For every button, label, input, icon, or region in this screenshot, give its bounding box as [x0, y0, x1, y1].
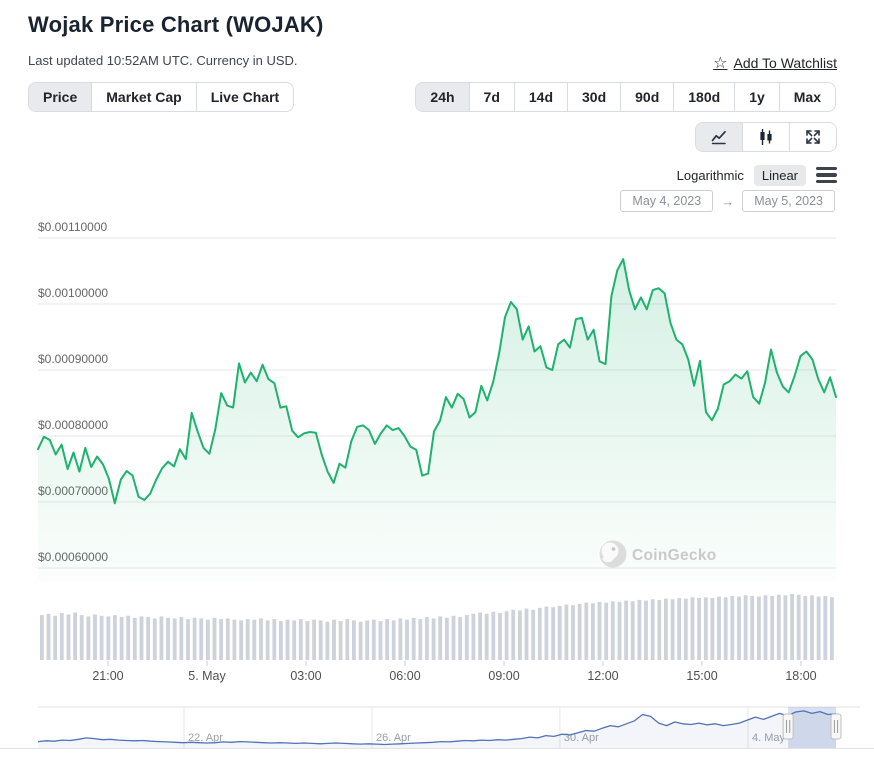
- tab-price[interactable]: Price: [29, 83, 92, 111]
- range-24h[interactable]: 24h: [416, 83, 469, 111]
- chart-type-buttons: [695, 122, 837, 152]
- page-title: Wojak Price Chart (WOJAK): [28, 12, 324, 37]
- svg-text:26. Apr: 26. Apr: [376, 732, 411, 744]
- svg-text:$0.00110000: $0.00110000: [38, 220, 108, 234]
- svg-text:CoinGecko: CoinGecko: [632, 547, 717, 564]
- tab-market-cap[interactable]: Market Cap: [91, 83, 195, 111]
- svg-text:$0.00090000: $0.00090000: [38, 352, 108, 366]
- scale-toggle: Logarithmic Linear: [677, 164, 837, 186]
- svg-text:$0.00080000: $0.00080000: [38, 418, 108, 432]
- coingecko-watermark: CoinGecko: [599, 540, 717, 568]
- last-updated-text: Last updated 10:52AM UTC. Currency in US…: [28, 53, 298, 68]
- menu-icon[interactable]: [816, 167, 837, 183]
- chart-type-line-chart[interactable]: [696, 123, 742, 151]
- svg-text:18:00: 18:00: [785, 669, 816, 683]
- price-line: [37, 258, 837, 505]
- svg-text:$0.00100000: $0.00100000: [38, 286, 108, 300]
- navigator[interactable]: 22. Apr 26. Apr 30. Apr 4. May: [0, 706, 874, 749]
- navigator-handle-right[interactable]: [830, 713, 842, 740]
- range-30d[interactable]: 30d: [567, 83, 620, 111]
- candlestick-icon: [760, 129, 772, 145]
- svg-text:30. Apr: 30. Apr: [564, 732, 599, 744]
- star-icon: ☆: [713, 55, 728, 72]
- arrow-right-icon: →: [721, 193, 735, 209]
- svg-text:03:00: 03:00: [290, 669, 321, 683]
- range-1y[interactable]: 1y: [734, 83, 779, 111]
- add-to-watchlist-link[interactable]: ☆ Add To Watchlist: [713, 53, 837, 73]
- date-range-picker: May 4, 2023 → May 5, 2023: [620, 190, 835, 212]
- svg-text:5. May: 5. May: [188, 669, 226, 683]
- price-area: [38, 259, 836, 581]
- chart-type-candlestick[interactable]: [742, 123, 789, 151]
- svg-text:4. May: 4. May: [752, 732, 786, 744]
- add-to-watchlist-label: Add To Watchlist: [733, 55, 838, 71]
- svg-text:21:00: 21:00: [92, 669, 123, 683]
- svg-text:09:00: 09:00: [488, 669, 519, 683]
- linear-option[interactable]: Linear: [753, 164, 806, 186]
- line-chart-icon: [711, 130, 726, 145]
- range-90d[interactable]: 90d: [620, 83, 673, 111]
- svg-text:15:00: 15:00: [686, 669, 717, 683]
- date-to-input[interactable]: May 5, 2023: [742, 190, 835, 212]
- tab-live-chart[interactable]: Live Chart: [195, 83, 293, 111]
- svg-text:12:00: 12:00: [587, 669, 618, 683]
- range-14d[interactable]: 14d: [513, 83, 567, 111]
- svg-text:22. Apr: 22. Apr: [188, 732, 223, 744]
- navigator-selection[interactable]: [788, 707, 836, 748]
- logarithmic-option[interactable]: Logarithmic: [676, 167, 744, 183]
- volume-bars: [40, 594, 834, 660]
- navigator-handle-left[interactable]: [782, 713, 794, 740]
- range-max[interactable]: Max: [778, 83, 835, 111]
- chart-type-fullscreen[interactable]: [789, 123, 836, 151]
- range-180d[interactable]: 180d: [673, 83, 734, 111]
- svg-text:06:00: 06:00: [389, 669, 420, 683]
- range-7d[interactable]: 7d: [468, 83, 514, 111]
- date-from-input[interactable]: May 4, 2023: [620, 190, 714, 212]
- navigator-line: [37, 710, 837, 746]
- range-buttons: 24h 7d 14d 30d 90d 180d 1y Max: [415, 82, 836, 112]
- fullscreen-icon: [806, 130, 820, 144]
- view-tabs: Price Market Cap Live Chart: [28, 82, 295, 112]
- x-axis-labels: 21:00 5. May 03:00 06:00 09:00 12:00 15:00 18:0…: [92, 661, 817, 683]
